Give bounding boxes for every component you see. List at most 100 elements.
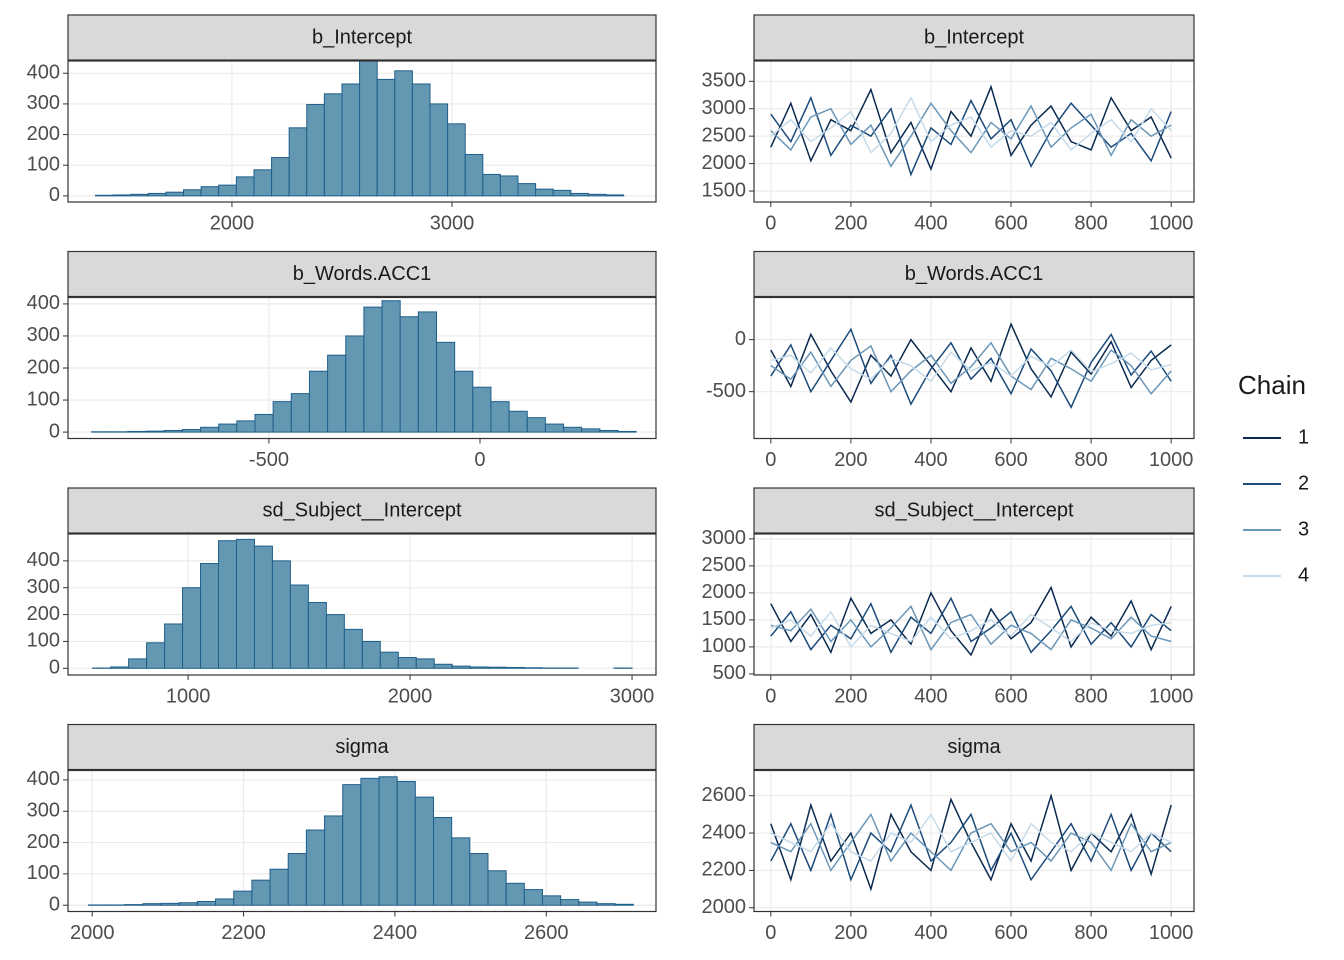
bar — [469, 666, 489, 669]
x-tick-label: 800 — [1074, 212, 1107, 234]
trace-line — [770, 101, 1172, 168]
y-tick-label: 3000 — [702, 527, 747, 549]
bar — [360, 777, 380, 906]
bar — [378, 776, 398, 906]
bar — [541, 895, 562, 906]
bar — [272, 401, 292, 433]
legend-label: 4 — [1298, 564, 1309, 586]
y-tick-label: 300 — [27, 576, 60, 598]
x-tick-label: 600 — [994, 685, 1027, 707]
strip — [67, 250, 657, 298]
legend-title: Chain — [1238, 370, 1306, 400]
x-tick-label: 800 — [1074, 449, 1107, 471]
bar — [165, 191, 185, 197]
strip-title: b_Intercept — [312, 26, 413, 48]
bar — [381, 300, 401, 433]
bar — [196, 900, 217, 906]
y-tick-label: 200 — [27, 603, 60, 625]
strip — [753, 487, 1195, 534]
x-tick-label: 0 — [474, 449, 485, 471]
x-tick-label: 400 — [914, 685, 947, 707]
panel: sd_Subject__Intercept 1000 2000 3000 0 100 200… — [27, 487, 657, 707]
bar — [469, 853, 489, 906]
x-tick-label: 2200 — [221, 922, 266, 944]
bar — [235, 538, 255, 669]
bar — [164, 623, 184, 669]
bar — [570, 192, 589, 197]
panel-border — [753, 60, 1195, 203]
bar — [552, 189, 572, 197]
y-tick-label: 2500 — [702, 554, 747, 576]
y-tick-label: 0 — [735, 328, 746, 350]
y-tick-label: 2400 — [702, 821, 747, 843]
bar — [130, 193, 149, 197]
x-tick-label: 0 — [765, 685, 776, 707]
legend-label: 3 — [1298, 518, 1309, 540]
bar — [124, 904, 144, 906]
panel-border — [753, 533, 1195, 676]
trace-line — [770, 812, 1172, 863]
panel: b_Intercept 0 200 400 600 800 1000 1500 2000 2500… — [702, 14, 1195, 234]
bar — [472, 386, 492, 433]
x-tick-label: 0 — [765, 449, 776, 471]
bar — [596, 903, 616, 906]
bar — [487, 870, 507, 906]
y-tick-label: 0 — [49, 420, 60, 442]
bar — [287, 853, 307, 906]
panel: b_Words.ACC1 -500 0 0 100 200 300 400 — [27, 250, 657, 471]
bar — [182, 587, 202, 669]
bar — [142, 903, 162, 906]
bar — [112, 194, 132, 197]
bar — [397, 657, 417, 669]
y-tick-label: 100 — [27, 388, 60, 410]
x-tick-label: 2000 — [388, 685, 433, 707]
bar — [581, 428, 601, 433]
bar — [433, 817, 453, 906]
panel: b_Words.ACC1 0 200 400 600 800 1000 -500 0 — [706, 250, 1195, 471]
strip-title: sigma — [947, 736, 1001, 758]
strip-title: b_Words.ACC1 — [293, 263, 432, 285]
y-tick-label: 300 — [27, 92, 60, 114]
x-tick-label: 3000 — [430, 212, 475, 234]
bar — [517, 183, 537, 197]
bar — [147, 192, 167, 197]
x-tick-label: 400 — [914, 922, 947, 944]
bar — [306, 104, 325, 197]
bar — [233, 890, 253, 906]
x-tick-label: 0 — [765, 922, 776, 944]
bar — [345, 335, 365, 433]
bar — [482, 173, 501, 197]
bar — [359, 60, 378, 197]
strip-title: sd_Subject__Intercept — [874, 499, 1073, 521]
bar — [218, 184, 237, 197]
bar — [505, 666, 525, 669]
bar — [587, 193, 607, 197]
x-tick-label: 2400 — [373, 922, 418, 944]
bar — [414, 796, 435, 906]
strip — [753, 250, 1195, 298]
panel: b_Intercept 2000 3000 0 100 200 300 400 — [27, 14, 657, 234]
y-tick-label: 2600 — [702, 784, 747, 806]
bar — [508, 410, 528, 433]
x-tick-label: 1000 — [1149, 685, 1194, 707]
y-tick-label: 2000 — [702, 896, 747, 918]
bar — [361, 640, 381, 669]
bar — [526, 417, 546, 433]
trace-line — [770, 802, 1172, 882]
bar — [305, 829, 326, 906]
x-tick-label: -500 — [249, 449, 289, 471]
x-tick-label: 1000 — [166, 685, 211, 707]
strip — [67, 487, 657, 534]
bar — [399, 316, 419, 433]
bar — [269, 868, 289, 906]
bar — [563, 426, 583, 433]
y-tick-label: 300 — [27, 324, 60, 346]
x-tick-label: 2000 — [70, 922, 115, 944]
y-tick-label: 200 — [27, 123, 60, 145]
bar — [433, 663, 453, 669]
y-tick-label: 400 — [27, 292, 60, 314]
bar — [215, 898, 235, 906]
x-tick-label: 400 — [914, 212, 947, 234]
y-tick-label: 0 — [49, 184, 60, 206]
